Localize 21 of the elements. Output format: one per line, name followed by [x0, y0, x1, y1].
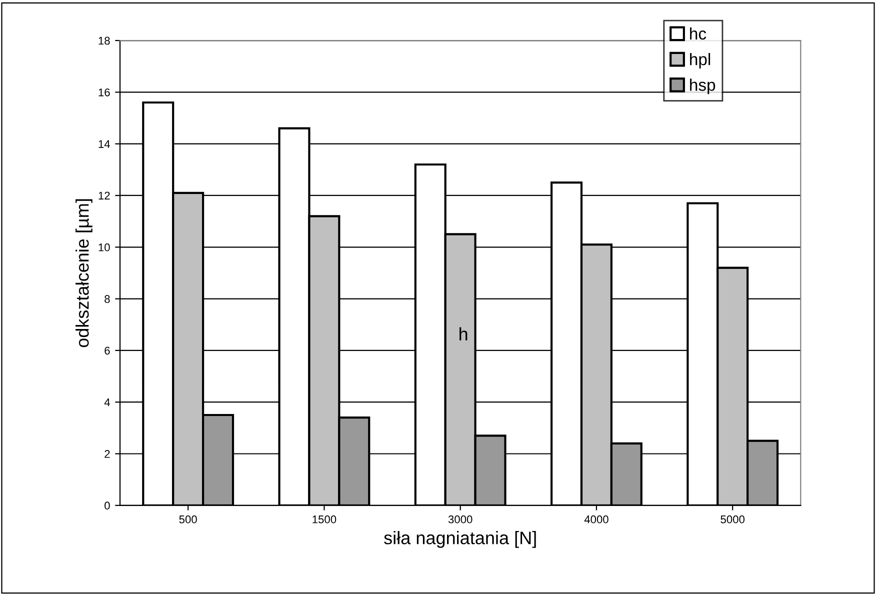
y-tick-label: 16 — [98, 88, 110, 96]
x-tick-label: 3000 — [448, 515, 472, 524]
y-tick-label: 12 — [98, 192, 110, 200]
y-tick-label: 0 — [104, 502, 110, 510]
x-axis-title: siła nagniatania [N] — [384, 531, 536, 548]
y-tick-label: 2 — [104, 450, 110, 458]
x-tick-label: 1500 — [312, 515, 336, 524]
y-tick-label: 6 — [104, 346, 110, 355]
legend-label: hc — [690, 27, 706, 40]
y-tick-label: 18 — [98, 36, 110, 45]
y-tick-label: 10 — [98, 243, 110, 252]
annotation: h — [460, 327, 468, 340]
y-tick-label: 8 — [104, 295, 110, 303]
y-axis-title: odkształcenie [µm] — [76, 199, 92, 348]
legend-label: hpl — [690, 53, 710, 69]
y-tick-label: 4 — [104, 398, 110, 406]
x-tick-label: 4000 — [584, 515, 608, 524]
legend-label: hsp — [690, 78, 716, 94]
x-tick-label: 5000 — [720, 515, 745, 524]
y-tick-label: 14 — [98, 140, 110, 148]
x-tick-label: 500 — [179, 515, 197, 524]
